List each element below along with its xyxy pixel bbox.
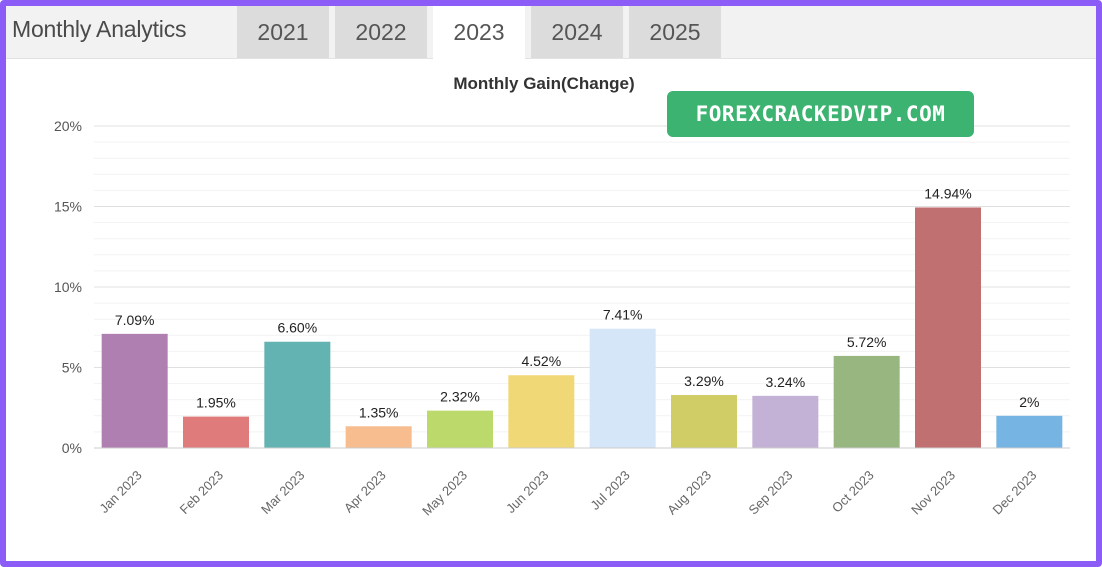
x-tick-label: May 2023 — [419, 468, 470, 519]
x-tick-label: Jun 2023 — [503, 468, 551, 516]
bar — [589, 328, 656, 448]
bar — [427, 410, 493, 448]
page-title: Monthly Analytics — [12, 16, 187, 42]
bar — [833, 355, 900, 448]
data-label: 6.60% — [277, 320, 317, 336]
y-tick-label: 0% — [62, 440, 82, 456]
y-tick-label: 20% — [54, 118, 82, 134]
bar — [752, 395, 819, 448]
data-label: 1.95% — [196, 395, 236, 411]
data-label: 7.09% — [115, 312, 155, 328]
bar — [183, 416, 249, 448]
y-tick-label: 15% — [54, 199, 82, 215]
y-tick-label: 10% — [54, 279, 82, 295]
bar — [915, 207, 981, 448]
x-tick-label: Jul 2023 — [587, 468, 632, 513]
x-tick-label: Mar 2023 — [258, 468, 307, 517]
y-tick-label: 5% — [62, 360, 82, 376]
data-label: 3.24% — [765, 374, 805, 390]
bar — [264, 341, 331, 448]
x-tick-label: Oct 2023 — [829, 468, 877, 516]
data-label: 7.41% — [603, 307, 643, 323]
chart-title: Monthly Gain(Change) — [453, 74, 634, 93]
x-tick-label: Sep 2023 — [745, 468, 795, 518]
tab-2022[interactable]: 2022 — [335, 6, 427, 58]
bar-chart: Monthly Gain(Change) 0% 5% 10% 15% 20% 7.09% Ja… — [54, 74, 1070, 519]
x-tick-label: Dec 2023 — [989, 468, 1039, 518]
x-tick-label: Aug 2023 — [664, 468, 714, 518]
bar — [671, 395, 737, 448]
x-tick-label: Feb 2023 — [177, 468, 226, 517]
x-tick-label: Nov 2023 — [908, 468, 958, 518]
data-label: 2% — [1019, 394, 1039, 410]
tab-2024[interactable]: 2024 — [531, 6, 623, 58]
data-label: 4.52% — [521, 353, 561, 369]
tab-2023[interactable]: 2023 — [433, 6, 525, 59]
tab-2021[interactable]: 2021 — [237, 6, 329, 58]
x-tick-label: Jan 2023 — [96, 468, 144, 516]
bar — [345, 426, 412, 448]
bar — [101, 333, 168, 448]
data-label: 2.32% — [440, 389, 480, 405]
data-label: 5.72% — [847, 334, 887, 350]
watermark-badge: FOREXCRACKEDVIP.COM — [667, 91, 974, 137]
tab-2025[interactable]: 2025 — [629, 6, 721, 58]
data-label: 3.29% — [684, 373, 724, 389]
bar — [508, 375, 575, 448]
data-label: 14.94% — [924, 185, 971, 201]
header-bar: Monthly Analytics 2021 2022 2023 2024 20… — [6, 6, 1096, 59]
x-tick-label: Apr 2023 — [341, 468, 389, 516]
bar — [996, 415, 1063, 448]
data-label: 1.35% — [359, 404, 399, 420]
